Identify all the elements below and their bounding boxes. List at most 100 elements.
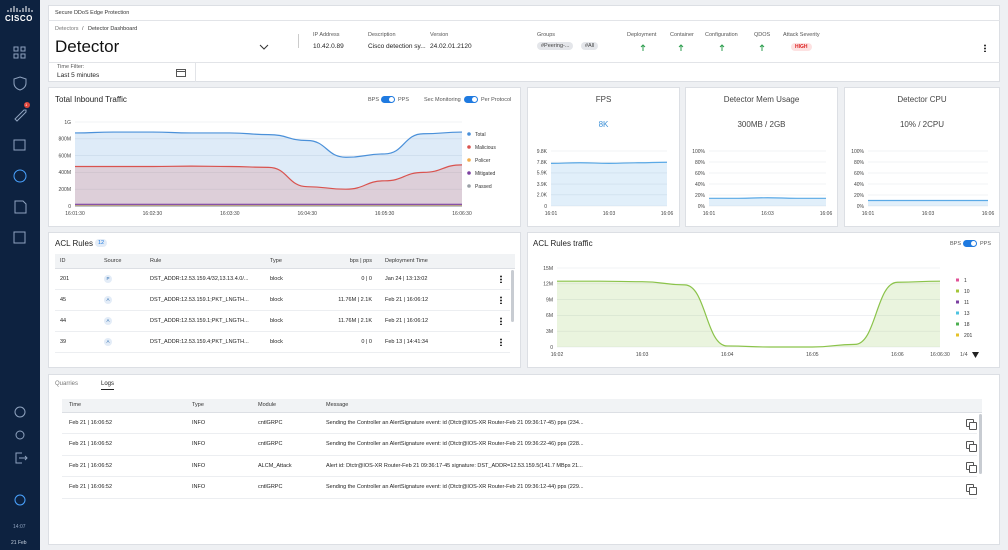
table-cell: Feb 21 | 16:06:52 bbox=[69, 419, 113, 426]
toggle[interactable] bbox=[381, 96, 395, 103]
status-label: Container bbox=[670, 32, 694, 38]
table-cell: DST_ADDR:12.53.159.1;PKT_LNGTH... bbox=[150, 296, 249, 303]
legend-swatch bbox=[956, 311, 959, 315]
product-name: Secure DDoS Edge Protection bbox=[55, 10, 130, 16]
group-tag[interactable]: #Peering-... bbox=[537, 42, 574, 50]
table-cell: INFO bbox=[192, 484, 206, 490]
column-header: Deployment Time bbox=[385, 258, 428, 264]
clock-date: 21 Feb bbox=[11, 540, 27, 546]
y-tick-label: 1G bbox=[64, 120, 71, 126]
table-cell: block bbox=[270, 275, 283, 282]
column-header: Module bbox=[258, 402, 277, 408]
legend-label: 201 bbox=[964, 333, 973, 339]
table-cell: DST_ADDR:12.53.159.1;PKT_LNGTH... bbox=[150, 317, 249, 324]
x-tick-label: 16:01 bbox=[545, 211, 558, 217]
row-menu[interactable] bbox=[500, 275, 502, 283]
nav-rocket[interactable] bbox=[14, 109, 27, 122]
calendar-button[interactable] bbox=[176, 68, 186, 77]
logo: CISCO bbox=[5, 14, 33, 23]
column-header: Time bbox=[69, 402, 82, 408]
breadcrumb-current: Detector Dashboard bbox=[88, 26, 138, 32]
nav-settings[interactable] bbox=[15, 430, 25, 440]
nav-logout[interactable] bbox=[15, 452, 28, 464]
x-tick-label: 16:06 bbox=[982, 211, 995, 217]
severity-label: Attack Severity bbox=[783, 32, 820, 38]
field-label: IP Address bbox=[313, 32, 340, 38]
header-menu[interactable] bbox=[984, 44, 986, 52]
table-cell: 201 bbox=[60, 275, 70, 282]
column-header: Source bbox=[104, 258, 122, 264]
time-filter-label: Time Filter: bbox=[57, 64, 85, 70]
area bbox=[551, 162, 667, 206]
row-menu[interactable] bbox=[500, 296, 502, 304]
y-tick-label: 0 bbox=[550, 345, 553, 351]
legend-label: Total bbox=[475, 132, 486, 138]
breadcrumb-link[interactable]: Detectors bbox=[55, 26, 79, 32]
y-tick-label: 0 bbox=[544, 204, 547, 210]
table-cell: DST_ADDR:12.53.159.4/32,13.13.4.0/... bbox=[150, 275, 249, 282]
legend-label: 1 bbox=[964, 278, 967, 284]
line bbox=[709, 197, 826, 199]
line bbox=[556, 280, 941, 348]
scrollbar[interactable] bbox=[511, 270, 514, 322]
y-tick-label: 12M bbox=[543, 282, 553, 288]
row-menu[interactable] bbox=[500, 338, 502, 346]
clock-icon bbox=[14, 494, 26, 506]
table-cell: cntlGRPC bbox=[258, 484, 283, 490]
source-badge: A bbox=[104, 296, 112, 304]
scrollbar[interactable] bbox=[979, 414, 982, 474]
table-cell: 44 bbox=[60, 317, 67, 324]
legend-next[interactable] bbox=[972, 352, 979, 358]
page-title: Detector bbox=[55, 37, 120, 56]
table-cell: INFO bbox=[192, 419, 206, 426]
y-tick-label: 800M bbox=[58, 137, 71, 143]
legend-swatch bbox=[956, 289, 959, 293]
nav-info[interactable] bbox=[14, 406, 26, 418]
toggle[interactable] bbox=[963, 240, 977, 247]
nav-list[interactable] bbox=[13, 231, 26, 244]
row-divider bbox=[55, 310, 510, 311]
logo-bars bbox=[7, 6, 33, 12]
nav-docs[interactable] bbox=[14, 200, 27, 214]
acl-traffic-chart: 0 3M 6M 9M 12M 15M 16:02 16:03 16:04 16:05 16:06 16… bbox=[543, 266, 973, 358]
x-tick-label: 16:06:30 bbox=[452, 211, 472, 217]
nav-calendar[interactable] bbox=[13, 139, 26, 151]
field-label: Version bbox=[430, 32, 449, 38]
copy-button bbox=[969, 465, 977, 473]
column-header: Rule bbox=[150, 258, 162, 264]
copy-button bbox=[969, 486, 977, 495]
x-tick-label: 16:03 bbox=[636, 352, 649, 358]
column-header: Type bbox=[270, 258, 282, 264]
tab[interactable]: Logs bbox=[101, 381, 115, 390]
toggle-left: BPS bbox=[368, 97, 380, 103]
nav-shield[interactable] bbox=[13, 76, 27, 91]
toggle[interactable] bbox=[464, 96, 478, 103]
x-tick-label: 16:04 bbox=[721, 352, 734, 358]
table-cell: Sending the Controller an AlertSignature… bbox=[326, 441, 584, 447]
table-cell: block bbox=[270, 296, 283, 303]
copy-button bbox=[969, 443, 977, 452]
legend-swatch bbox=[467, 184, 471, 188]
table-header bbox=[62, 399, 982, 413]
nav-detector[interactable] bbox=[13, 169, 27, 183]
time-filter-value[interactable]: Last 5 minutes bbox=[57, 72, 100, 79]
table-cell: Alert id: Dtctr@IOS-XR Router-Feb 21 09:… bbox=[326, 462, 583, 469]
tab[interactable]: Quarries bbox=[55, 381, 79, 387]
area bbox=[868, 200, 988, 206]
y-tick-label: 5.9K bbox=[537, 171, 548, 177]
y-tick-label: 2.0K bbox=[537, 193, 548, 199]
y-tick-label: 200M bbox=[58, 187, 71, 193]
x-tick-label: 16:06:30 bbox=[930, 352, 950, 358]
table-cell: 45 bbox=[60, 296, 67, 303]
table-cell: block bbox=[270, 338, 283, 345]
mem-chart: 0% 20% 40% 60% 80% 100% 16:01 16:03 16:06 bbox=[692, 149, 832, 217]
row-menu[interactable] bbox=[500, 317, 502, 325]
field-value: 24.02.01.2120 bbox=[430, 43, 472, 50]
y-tick-label: 3.9K bbox=[537, 182, 548, 188]
group-tag[interactable]: #All bbox=[581, 42, 599, 50]
nav-dashboard[interactable] bbox=[13, 46, 26, 59]
toggle-right: PPS bbox=[398, 97, 410, 103]
detector-dropdown[interactable] bbox=[259, 44, 269, 50]
card-value: 300MB / 2GB bbox=[737, 120, 786, 129]
